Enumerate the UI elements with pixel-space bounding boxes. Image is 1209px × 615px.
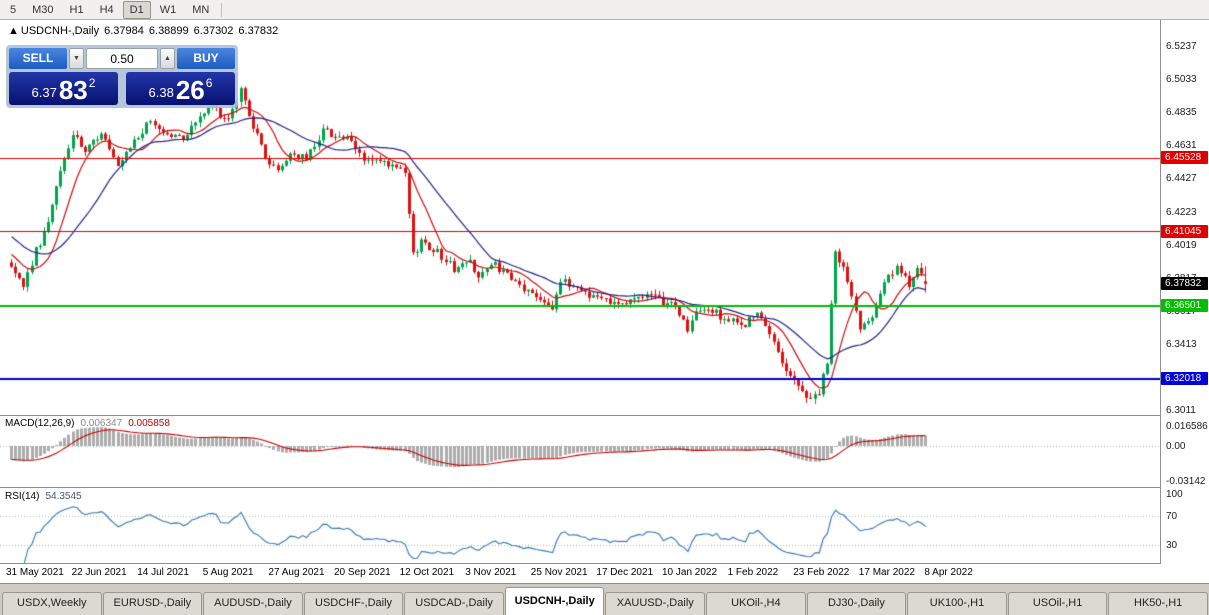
- price-level-tag: 6.32018: [1161, 372, 1208, 386]
- timeframe-button-w1[interactable]: W1: [159, 3, 177, 16]
- collapse-arrow-icon[interactable]: ▲: [8, 25, 19, 37]
- axis-tick: 6.3413: [1166, 339, 1197, 351]
- tab-usoil-h1[interactable]: USOil-,H1: [1007, 592, 1108, 615]
- time-axis-label: 8 Apr 2022: [924, 567, 973, 578]
- buy-price-sup: 6: [205, 76, 213, 90]
- tab-hk50-h1[interactable]: HK50-,H1: [1108, 592, 1208, 615]
- sell-button[interactable]: SELL: [9, 48, 67, 69]
- time-axis-label: 25 Nov 2021: [530, 567, 588, 578]
- price-level-tag: 6.37832: [1161, 277, 1208, 291]
- price-level-tag: 6.45528: [1161, 151, 1208, 165]
- timeframe-button-h1[interactable]: H1: [69, 3, 84, 16]
- time-axis-label: 17 Mar 2022: [858, 567, 915, 578]
- toolbar-divider: [221, 2, 223, 17]
- volume-input[interactable]: [86, 48, 158, 69]
- axis-tick: 70: [1166, 511, 1178, 522]
- sell-price-big: 83: [58, 75, 88, 105]
- time-axis-label: 27 Aug 2021: [268, 567, 325, 578]
- timeframe-button-h4[interactable]: H4: [99, 3, 114, 16]
- timeframe-button-d1[interactable]: D1: [122, 0, 151, 19]
- axis-tick: 30: [1166, 540, 1178, 551]
- chart-tabs: USDX,Weekly EURUSD-,Daily AUDUSD-,Daily USD…: [0, 583, 1209, 615]
- price-level-tag: 6.36501: [1161, 299, 1208, 313]
- time-axis-label: 1 Feb 2022: [727, 567, 779, 578]
- time-axis-label: 20 Sep 2021: [334, 567, 391, 578]
- time-axis-label: 31 May 2021: [6, 567, 64, 578]
- time-axis-label: 10 Jan 2022: [662, 567, 718, 578]
- volume-decrease-button[interactable]: ▼: [69, 48, 84, 69]
- axis-tick: 6.4835: [1166, 106, 1197, 118]
- tab-usdx-weekly[interactable]: USDX,Weekly: [2, 592, 102, 615]
- macd-rsi-separator[interactable]: [0, 487, 1209, 488]
- price-axis[interactable]: 6.5237 6.5033 6.4835 6.4631 6.4427 6.4223 6.40…: [1161, 20, 1209, 564]
- axis-tick: 6.5237: [1166, 41, 1197, 53]
- symbol-label: USDCNH-,Daily: [20, 25, 100, 37]
- price-chart-canvas[interactable]: [0, 20, 1160, 564]
- axis-tick: 6.4223: [1166, 206, 1197, 218]
- sell-price-head: 6.37: [31, 85, 57, 100]
- time-axis-label: 12 Oct 2021: [399, 567, 455, 578]
- tab-usdcnh-daily[interactable]: USDCNH-,Daily: [504, 587, 605, 615]
- ohlc-high: 6.38899: [148, 25, 189, 37]
- buy-button[interactable]: BUY: [177, 48, 235, 69]
- tab-eurusd-daily[interactable]: EURUSD-,Daily: [102, 592, 203, 615]
- axis-tick: 6.3011: [1166, 405, 1196, 417]
- timeframe-button-5[interactable]: 5: [10, 3, 17, 16]
- sell-price-sup: 2: [88, 76, 96, 90]
- rsi-value: 54.3545: [45, 491, 82, 502]
- time-axis-label: 22 Jun 2021: [71, 567, 127, 578]
- price-level-tag: 6.41045: [1161, 224, 1208, 238]
- tab-uk100-h1[interactable]: UK100-,H1: [907, 592, 1007, 615]
- tab-ukoil-h4[interactable]: UKOil-,H4: [706, 592, 806, 615]
- buy-price-big: 26: [175, 75, 205, 105]
- ohlc-close: 6.37832: [238, 25, 279, 37]
- volume-increase-button[interactable]: ▲: [160, 48, 175, 69]
- axis-tick: 6.4427: [1166, 173, 1197, 185]
- macd-value-signal: 0.005858: [128, 418, 170, 429]
- axis-tick: 0.00: [1166, 441, 1186, 452]
- axis-tick: 100: [1166, 489, 1183, 501]
- time-axis-label: 17 Dec 2021: [596, 567, 654, 578]
- macd-value-main: 0.006347: [80, 418, 123, 429]
- timeframe-toolbar: 5 M30 H1 H4 D1 W1 MN: [0, 0, 1209, 20]
- tab-xauusd-daily[interactable]: XAUUSD-,Daily: [605, 592, 706, 615]
- time-axis[interactable]: 31 May 2021 22 Jun 2021 14 Jul 2021 5 Aug 2…: [0, 564, 1160, 582]
- axis-tick: -0.03142: [1166, 476, 1206, 487]
- time-axis-label: 14 Jul 2021: [137, 567, 189, 578]
- axis-tick: 6.4019: [1166, 240, 1197, 252]
- ohlc-open: 6.37984: [104, 25, 144, 37]
- rsi-dates-separator: [0, 563, 1209, 564]
- ohlc-low: 6.37302: [193, 25, 234, 37]
- time-axis-label: 23 Feb 2022: [793, 567, 850, 578]
- time-axis-label: 5 Aug 2021: [202, 567, 254, 578]
- macd-name: MACD(12,26,9): [5, 418, 75, 429]
- timeframe-button-m30[interactable]: M30: [32, 3, 54, 16]
- buy-price-head: 6.38: [148, 85, 174, 100]
- chart-symbol-title: ▲ USDCNH-,Daily 6.37984 6.38899 6.37302 6.378…: [8, 25, 283, 37]
- axis-tick: 6.5033: [1166, 74, 1197, 86]
- tab-usdchf-daily[interactable]: USDCHF-,Daily: [303, 592, 404, 615]
- main-macd-separator[interactable]: [0, 415, 1209, 416]
- price-axis-border: [1160, 20, 1161, 564]
- tab-usdcad-daily[interactable]: USDCAD-,Daily: [404, 592, 504, 615]
- rsi-indicator-label: RSI(14) 54.3545: [5, 491, 88, 502]
- tab-dj30-daily[interactable]: DJ30-,Daily: [806, 592, 907, 615]
- axis-tick: 0.016586: [1166, 421, 1208, 433]
- sell-price-display[interactable]: 6.37 83 2: [9, 72, 118, 105]
- time-axis-label: 3 Nov 2021: [465, 567, 517, 578]
- rsi-name: RSI(14): [5, 491, 40, 502]
- tab-audusd-daily[interactable]: AUDUSD-,Daily: [203, 592, 303, 615]
- axis-tick: 6.4631: [1166, 140, 1197, 152]
- buy-price-display[interactable]: 6.38 26 6: [126, 72, 235, 105]
- timeframe-button-mn[interactable]: MN: [192, 3, 210, 16]
- macd-indicator-label: MACD(12,26,9) 0.006347 0.005858: [5, 418, 176, 429]
